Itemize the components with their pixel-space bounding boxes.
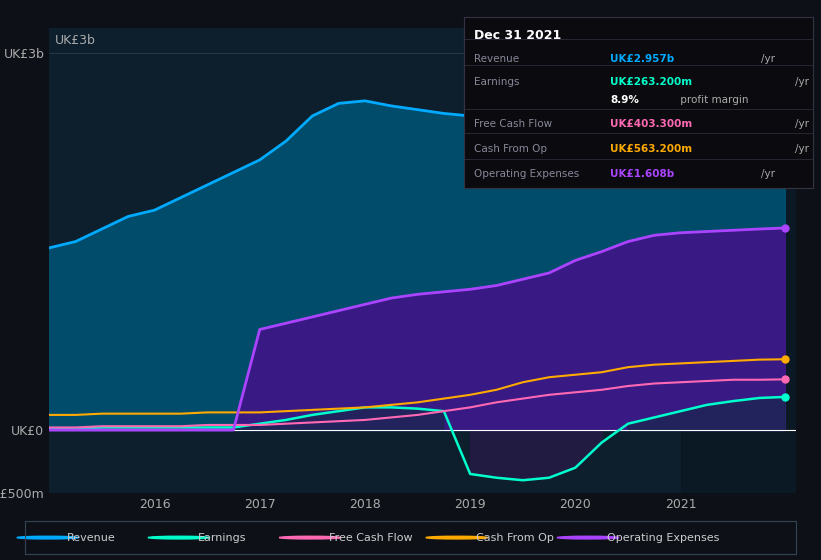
- Text: Revenue: Revenue: [67, 533, 116, 543]
- Text: Operating Expenses: Operating Expenses: [608, 533, 720, 543]
- Text: /yr: /yr: [761, 54, 775, 64]
- Circle shape: [17, 536, 79, 539]
- Text: Earnings: Earnings: [199, 533, 247, 543]
- Text: Dec 31 2021: Dec 31 2021: [475, 29, 562, 42]
- Text: /yr: /yr: [795, 77, 809, 87]
- Circle shape: [279, 536, 341, 539]
- Text: UK£3b: UK£3b: [54, 34, 95, 47]
- Circle shape: [426, 536, 488, 539]
- Text: UK£263.200m: UK£263.200m: [610, 77, 693, 87]
- Text: Revenue: Revenue: [475, 54, 520, 64]
- Text: UK£2.957b: UK£2.957b: [610, 54, 675, 64]
- Bar: [681, 28, 796, 493]
- Text: /yr: /yr: [761, 169, 775, 179]
- Text: UK£1.608b: UK£1.608b: [610, 169, 675, 179]
- Text: profit margin: profit margin: [677, 95, 749, 105]
- Text: Free Cash Flow: Free Cash Flow: [475, 119, 553, 129]
- Text: UK£403.300m: UK£403.300m: [610, 119, 693, 129]
- Text: UK£563.200m: UK£563.200m: [610, 144, 693, 154]
- Text: 8.9%: 8.9%: [610, 95, 640, 105]
- Text: /yr: /yr: [795, 119, 809, 129]
- Text: /yr: /yr: [795, 144, 809, 154]
- Circle shape: [148, 536, 210, 539]
- Text: Free Cash Flow: Free Cash Flow: [329, 533, 413, 543]
- Text: Cash From Op: Cash From Op: [476, 533, 554, 543]
- Circle shape: [557, 536, 619, 539]
- Text: Cash From Op: Cash From Op: [475, 144, 548, 154]
- Text: Operating Expenses: Operating Expenses: [475, 169, 580, 179]
- Text: Earnings: Earnings: [475, 77, 520, 87]
